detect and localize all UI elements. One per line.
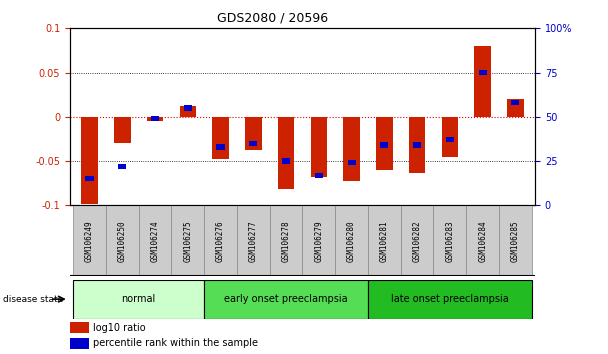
Bar [151,116,159,121]
Bar [507,99,523,117]
Text: GSM106284: GSM106284 [478,220,487,262]
Text: GSM106249: GSM106249 [85,220,94,262]
Bar [70,338,89,349]
Text: GSM106285: GSM106285 [511,220,520,262]
Bar [118,164,126,169]
Bar [282,159,290,164]
Text: percentile rank within the sample: percentile rank within the sample [93,338,258,348]
Bar [204,205,237,276]
Bar [511,100,519,105]
Text: GSM106283: GSM106283 [446,220,454,262]
Text: GSM106278: GSM106278 [282,220,291,262]
Bar [73,205,106,276]
Bar [278,117,294,189]
Bar [106,205,139,276]
Text: disease state: disease state [3,295,63,304]
Text: GSM106280: GSM106280 [347,220,356,262]
Text: normal: normal [122,294,156,304]
Text: GSM106282: GSM106282 [413,220,421,262]
Text: GDS2080 / 20596: GDS2080 / 20596 [216,12,328,25]
Bar [376,117,393,170]
Bar [499,205,532,276]
Bar [139,205,171,276]
Bar [81,117,98,204]
Text: early onset preeclampsia: early onset preeclampsia [224,294,348,304]
Bar [380,143,389,148]
Bar [245,117,261,150]
Bar [441,117,458,156]
Bar [368,280,532,319]
Bar [466,205,499,276]
Bar [348,160,356,166]
Bar [70,322,89,333]
Bar [446,137,454,143]
Bar [401,205,434,276]
Bar [409,117,426,173]
Bar [434,205,466,276]
Bar [179,106,196,117]
Bar [474,46,491,117]
Bar [344,117,360,181]
Text: GSM106277: GSM106277 [249,220,258,262]
Bar [212,117,229,159]
Bar [184,105,192,111]
Bar [368,205,401,276]
Bar [302,205,335,276]
Bar [216,144,225,150]
Bar [73,280,204,319]
Bar [413,143,421,148]
Text: GSM106275: GSM106275 [184,220,192,262]
Bar [478,70,487,75]
Text: GSM106250: GSM106250 [118,220,127,262]
Bar [147,117,164,121]
Bar [237,205,270,276]
Bar [171,205,204,276]
Bar [270,205,303,276]
Bar [335,205,368,276]
Text: GSM106281: GSM106281 [380,220,389,262]
Text: GSM106276: GSM106276 [216,220,225,262]
Bar [114,117,131,143]
Bar [86,176,94,181]
Text: GSM106279: GSM106279 [314,220,323,262]
Bar [249,141,257,146]
Text: GSM106274: GSM106274 [151,220,159,262]
Text: log10 ratio: log10 ratio [93,322,146,332]
Bar [204,280,368,319]
Bar [311,117,327,177]
Text: late onset preeclampsia: late onset preeclampsia [391,294,509,304]
Bar [315,173,323,178]
